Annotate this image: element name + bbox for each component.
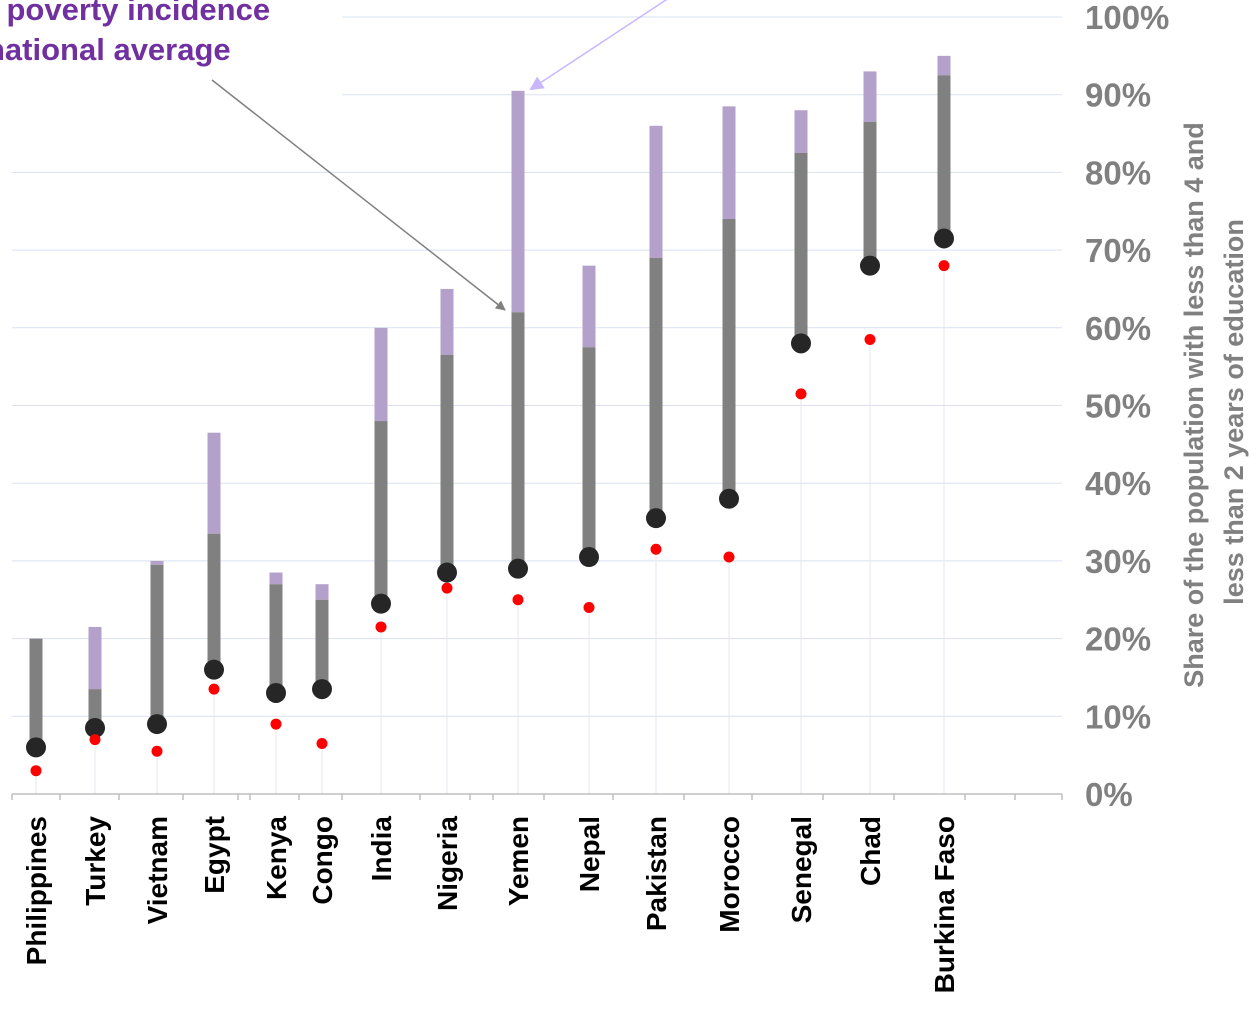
red-dot: [375, 621, 387, 633]
purple-bar-segment: [722, 106, 736, 220]
purple-bar-segment: [440, 288, 454, 355]
annotation-line-2: national average: [0, 32, 231, 67]
category-label: Yemen: [503, 816, 534, 906]
bars: [29, 55, 951, 748]
category-label: Senegal: [786, 816, 817, 923]
purple-bar-segment: [511, 90, 525, 313]
category-label: Morocco: [714, 816, 745, 933]
purple-bar-segment: [88, 626, 102, 690]
purple-bar-segment: [863, 71, 877, 122]
category-label: Egypt: [199, 816, 230, 894]
category-label: Congo: [307, 816, 338, 905]
black-dot: [508, 558, 528, 579]
gray-bar-segment: [511, 312, 525, 569]
annotation-text: on poverty incidence national average: [0, 0, 270, 70]
gray-bar-segment: [794, 152, 808, 344]
red-dot: [723, 551, 735, 563]
gray-bar-segment: [649, 257, 663, 519]
y-tick-label: 50%: [1085, 388, 1151, 425]
gray-bar-segment: [150, 564, 164, 725]
annotation-arrows: [211, 0, 668, 311]
y-tick-label: 0%: [1085, 776, 1133, 813]
y-tick-label: 80%: [1085, 154, 1151, 191]
red-dot: [583, 602, 595, 614]
black-dot: [312, 679, 332, 700]
category-label: Chad: [855, 816, 886, 886]
category-label: Vietnam: [142, 816, 173, 924]
gray-bar-segment: [315, 599, 329, 690]
red-dot: [30, 765, 42, 777]
purple-bar-segment: [315, 584, 329, 600]
purple-bar-segment: [207, 432, 221, 534]
black-dot: [860, 255, 880, 276]
red-dot: [512, 594, 524, 606]
gray-bar-segment: [440, 354, 454, 573]
y-tick-label: 60%: [1085, 310, 1151, 347]
black-dot: [579, 547, 599, 568]
gray-bar-segment: [269, 584, 283, 693]
black-dot: [204, 659, 224, 680]
category-label: Pakistan: [641, 816, 672, 931]
category-label: Burkina Faso: [929, 816, 960, 993]
gray-bar-segment: [374, 421, 388, 604]
purple-bar-segment: [150, 560, 164, 565]
purple-bar-segment: [269, 572, 283, 585]
category-label: Kenya: [261, 816, 292, 900]
black-dot: [719, 488, 739, 509]
black-dot: [266, 682, 286, 703]
y-tick-label: 20%: [1085, 621, 1151, 658]
category-label: India: [366, 816, 397, 882]
y-tick-label: 30%: [1085, 543, 1151, 580]
red-dot: [938, 260, 950, 272]
gray-bar-segment: [207, 533, 221, 670]
category-label: Philippines: [21, 816, 52, 965]
purple-bar-segment: [794, 110, 808, 153]
black-dot: [934, 228, 954, 249]
red-dot: [650, 543, 662, 555]
black-dot: [371, 593, 391, 614]
y-tick-label: 70%: [1085, 232, 1151, 269]
gray-bar-segment: [29, 638, 43, 748]
gray-bar-segment: [88, 689, 102, 728]
category-label: Turkey: [80, 816, 111, 906]
red-dot: [864, 333, 876, 345]
y-axis-title-line-1: Share of the population with less than 4…: [1179, 122, 1209, 688]
red-dot: [151, 745, 163, 757]
black-dot: [85, 717, 105, 738]
black-dot: [26, 737, 46, 758]
black-dot: [437, 562, 457, 583]
black-dot: [646, 508, 666, 529]
annotation-arrow-gray: [211, 79, 506, 311]
gray-bar-segment: [722, 219, 736, 499]
y-tick-label: 40%: [1085, 465, 1151, 502]
red-dot: [316, 737, 328, 749]
labels: 0% 10% 20% 30% 40% 50% 60% 70% 80% 90% 100% Philipp…: [21, 0, 1249, 993]
y-axis-title-line-2: less than 2 years of education: [1219, 219, 1249, 605]
gray-bar-segment: [863, 121, 877, 266]
category-label: Nepal: [574, 816, 605, 892]
purple-bar-segment: [649, 125, 663, 258]
red-dot: [795, 388, 807, 400]
y-tick-label: 100%: [1085, 0, 1169, 36]
red-dot: [89, 734, 101, 746]
purple-bar-segment: [937, 55, 951, 76]
red-dot: [441, 582, 453, 594]
red-dot: [208, 683, 220, 695]
purple-bar-segment: [582, 265, 596, 348]
gray-bar-segment: [937, 75, 951, 239]
y-tick-label: 10%: [1085, 698, 1151, 735]
gridlines: [12, 16, 1062, 794]
x-axis: [11, 793, 1063, 800]
dots: [26, 228, 954, 777]
y-tick-label: 90%: [1085, 77, 1151, 114]
annotation-line-1: on poverty incidence: [0, 0, 271, 27]
category-label: Nigeria: [432, 816, 463, 911]
gray-bar-segment: [582, 347, 596, 558]
purple-bar-segment: [374, 327, 388, 422]
black-dot: [791, 333, 811, 354]
black-dot: [147, 714, 167, 735]
annotation-arrow-purple: [529, 0, 668, 91]
red-dot: [270, 718, 282, 730]
